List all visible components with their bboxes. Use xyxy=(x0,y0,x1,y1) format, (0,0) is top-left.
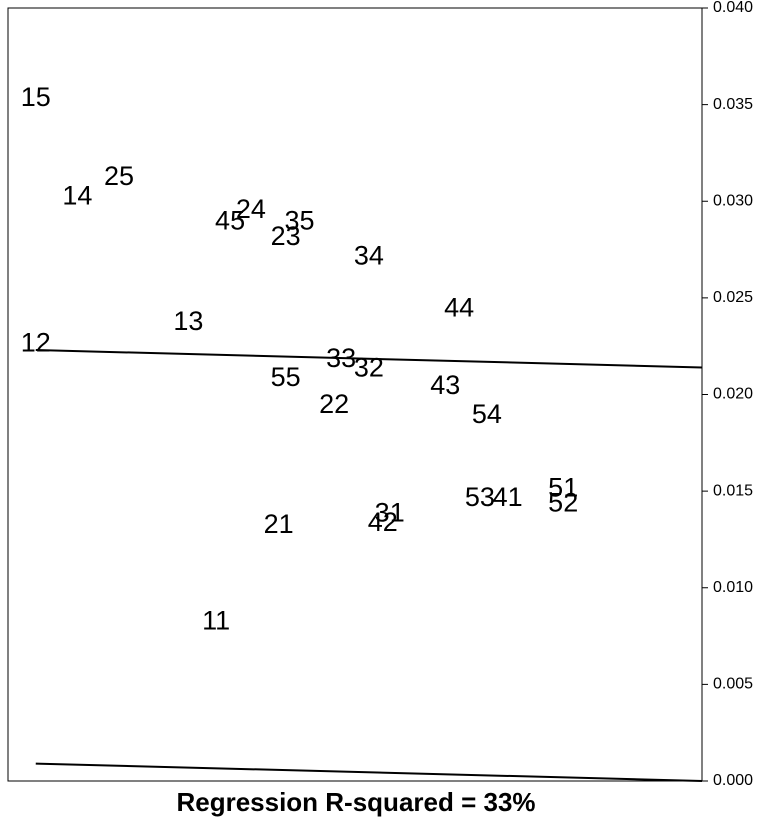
point-label-55: 55 xyxy=(271,362,301,392)
point-label-54: 54 xyxy=(472,399,502,429)
point-label-32: 32 xyxy=(354,352,384,382)
point-label-35: 35 xyxy=(284,206,314,236)
point-label-42: 42 xyxy=(368,507,398,537)
plot-frame xyxy=(7,7,703,782)
point-label-53: 53 xyxy=(465,482,495,512)
point-label-14: 14 xyxy=(62,180,92,210)
y-tick-label: 0.025 xyxy=(713,289,753,306)
point-label-52: 52 xyxy=(548,488,578,518)
baseline-line xyxy=(35,762,703,782)
point-label-34: 34 xyxy=(354,240,384,270)
point-label-43: 43 xyxy=(430,370,460,400)
y-tick-label: 0.040 xyxy=(713,0,753,16)
y-tick-label: 0.030 xyxy=(713,192,753,209)
point-label-21: 21 xyxy=(264,509,294,539)
point-label-13: 13 xyxy=(173,306,203,336)
y-tick-label: 0.015 xyxy=(713,482,753,499)
y-tick-label: 0.035 xyxy=(713,96,753,113)
point-label-15: 15 xyxy=(21,82,51,112)
point-label-33: 33 xyxy=(326,343,356,373)
point-label-41: 41 xyxy=(493,482,523,512)
chart-caption: Regression R-squared = 33% xyxy=(176,787,535,817)
point-label-23: 23 xyxy=(271,221,301,251)
point-label-12: 12 xyxy=(21,327,51,357)
point-label-22: 22 xyxy=(319,389,349,419)
y-axis: 0.000 0.005 0.010 0.015 0.020 0.025 0.030 0.035… xyxy=(702,0,753,789)
y-tick-label: 0.010 xyxy=(713,579,753,596)
point-label-51: 51 xyxy=(548,472,578,502)
point-label-44: 44 xyxy=(444,293,474,323)
point-label-25: 25 xyxy=(104,161,134,191)
y-tick-label: 0.020 xyxy=(713,386,753,403)
point-label-11: 11 xyxy=(202,606,230,636)
regression-line xyxy=(35,349,703,369)
y-tick-label: 0.005 xyxy=(713,676,753,693)
point-label-31: 31 xyxy=(375,497,405,527)
point-label-45: 45 xyxy=(215,206,245,236)
point-label-24: 24 xyxy=(236,194,266,224)
y-tick-label: 0.000 xyxy=(713,772,753,789)
